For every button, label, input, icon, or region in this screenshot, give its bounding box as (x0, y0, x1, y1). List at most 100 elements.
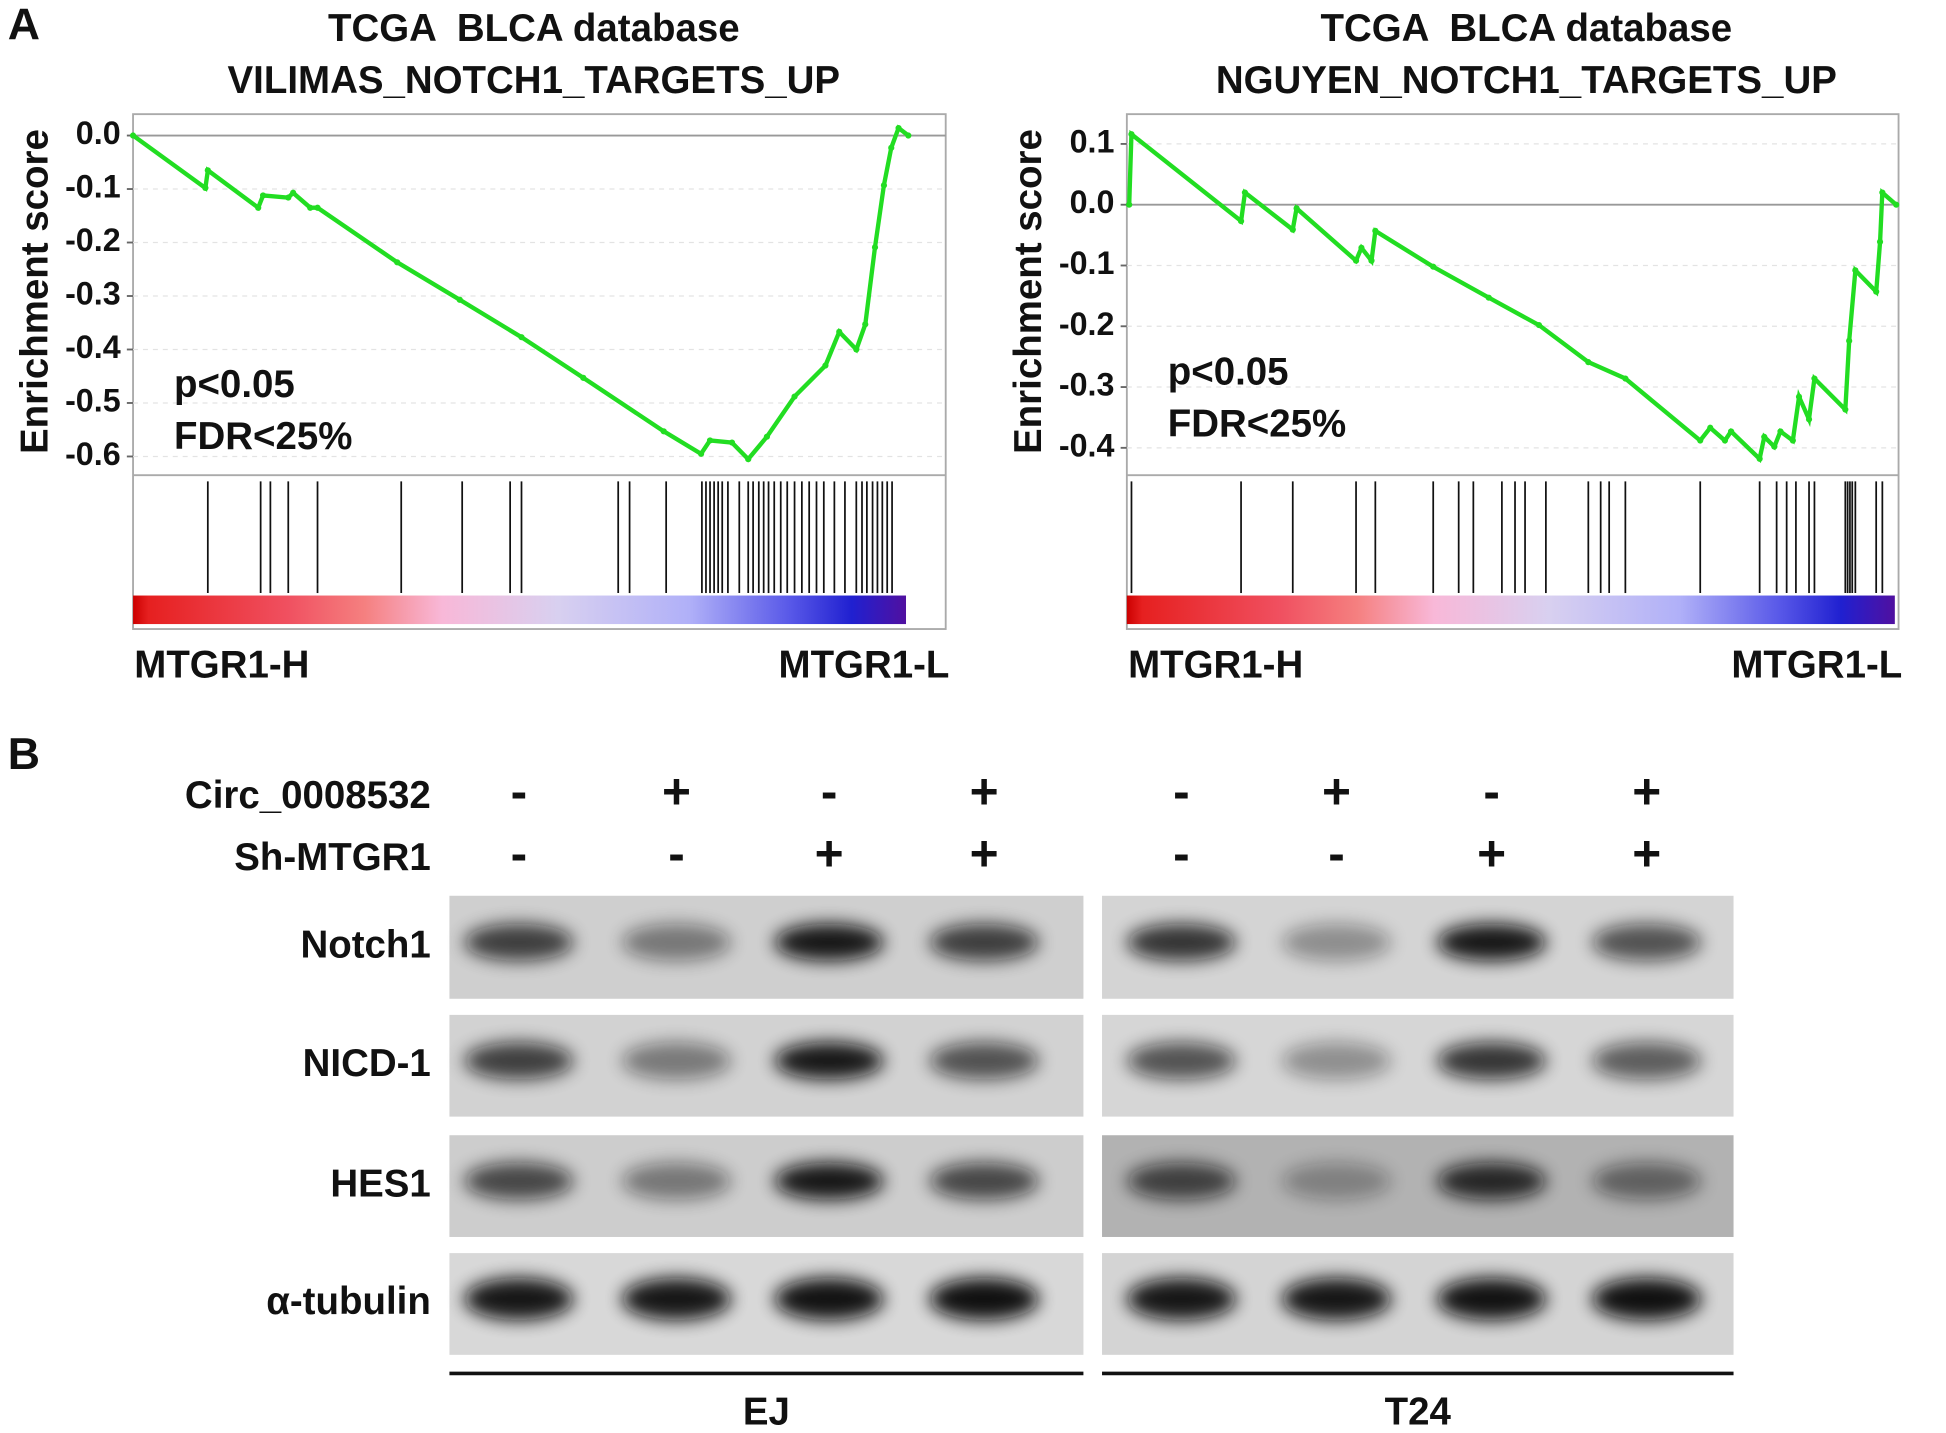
row-label: Notch1 (300, 923, 430, 966)
condition-sign: + (1322, 763, 1351, 819)
blot-band (1126, 1277, 1237, 1321)
group-label: EJ (743, 1391, 790, 1433)
condition-sign: + (1477, 825, 1506, 881)
enrichment-point (1771, 443, 1778, 450)
blot-band (774, 1277, 884, 1321)
rank-heatmap (133, 595, 907, 625)
y-tick-label: -0.3 (65, 276, 121, 312)
condition-label: Sh-MTGR1 (234, 836, 431, 879)
enrichment-point (660, 428, 667, 435)
enrichment-point (1352, 257, 1360, 264)
chart-subtitle: VILIMAS_NOTCH1_TARGETS_UP (228, 59, 841, 102)
condition-sign: - (1483, 763, 1500, 819)
enrichment-point (1128, 131, 1135, 138)
enrichment-point (129, 132, 137, 139)
blot-band (1437, 1277, 1547, 1321)
enrichment-point (1372, 227, 1379, 234)
y-tick-label: -0.5 (65, 382, 121, 418)
chart-title: TCGA BLCA database (1321, 7, 1733, 50)
enrichment-point (255, 204, 262, 211)
enrichment-point (1289, 226, 1296, 233)
y-tick-label: -0.4 (65, 329, 121, 365)
group-label: T24 (1385, 1391, 1452, 1433)
blot-band (464, 1042, 574, 1080)
blot-band (1281, 1042, 1392, 1080)
enrichment-point (763, 433, 771, 440)
blot-band (1281, 923, 1392, 961)
y-tick-label: -0.1 (65, 169, 121, 205)
blot-band (1281, 1277, 1392, 1321)
enrichment-point (836, 328, 843, 335)
enrichment-point (871, 244, 879, 251)
enrichment-point (290, 189, 297, 196)
rank-heatmap (1126, 595, 1895, 625)
enrichment-point (259, 192, 267, 199)
blot-band (464, 923, 574, 961)
y-tick-label: -0.2 (65, 222, 121, 258)
y-tick-label: 0.0 (1070, 184, 1115, 220)
condition-sign: - (1173, 825, 1190, 881)
enrichment-point (1430, 263, 1437, 270)
enrichment-point (1727, 428, 1735, 435)
condition-sign: - (511, 825, 528, 881)
enrichment-point (518, 334, 525, 341)
enrichment-point (1535, 321, 1543, 329)
plot-frame (132, 113, 947, 630)
blot-band (1592, 923, 1702, 961)
condition-sign: - (821, 763, 838, 819)
blot-band (929, 923, 1039, 961)
x-label-right: MTGR1-L (1731, 643, 1902, 686)
blot-band (774, 1162, 884, 1200)
enrichment-point (822, 362, 829, 369)
enrichment-point (1846, 337, 1853, 344)
condition-label: Circ_0008532 (185, 774, 431, 817)
condition-sign: + (815, 825, 844, 881)
y-tick-label: -0.3 (1059, 367, 1115, 403)
row-label: HES1 (330, 1162, 430, 1205)
condition-sign: + (1632, 763, 1661, 819)
enrichment-point (1795, 393, 1803, 400)
annotation: FDR<25% (174, 415, 352, 458)
condition-sign: + (970, 763, 999, 819)
blot-band (1126, 1162, 1237, 1200)
enrichment-point (1721, 437, 1729, 444)
y-axis-label: Enrichment score (13, 129, 56, 454)
enrichment-point (394, 259, 401, 266)
enrichment-point (1805, 416, 1813, 423)
enrichment-point (1585, 359, 1592, 366)
enrichment-point (1358, 244, 1365, 251)
enrichment-point (1761, 433, 1768, 440)
blot-band (1592, 1042, 1702, 1080)
y-axis-label: Enrichment score (1007, 129, 1050, 454)
enrichment-point (728, 439, 736, 446)
enrichment-point (1126, 201, 1133, 208)
enrichment-point (1811, 375, 1818, 382)
condition-sign: - (668, 825, 685, 881)
enrichment-point (697, 450, 705, 457)
enrichment-point (307, 204, 314, 211)
blot-band (1437, 1162, 1547, 1200)
enrichment-point (1842, 406, 1849, 413)
blot-band (464, 1162, 574, 1200)
blot-band (1437, 923, 1547, 961)
enrichment-point (1237, 218, 1245, 225)
row-label: NICD-1 (303, 1042, 431, 1085)
condition-sign: + (1632, 825, 1661, 881)
enrichment-point (1789, 437, 1796, 444)
blot-band (1281, 1162, 1392, 1200)
enrichment-point (791, 393, 798, 400)
blot-band (1592, 1277, 1702, 1321)
condition-sign: + (662, 763, 691, 819)
enrichment-point (1707, 424, 1714, 431)
enrichment-line (1127, 129, 1898, 464)
enrichment-point (745, 456, 752, 463)
blot-band (929, 1162, 1039, 1200)
enrichment-point (853, 346, 860, 353)
blot-band (621, 923, 732, 961)
annotation: p<0.05 (1168, 351, 1289, 394)
blot-band (774, 923, 884, 961)
blot-band (464, 1277, 574, 1321)
enrichment-point (895, 124, 902, 132)
condition-sign: - (1173, 763, 1190, 819)
